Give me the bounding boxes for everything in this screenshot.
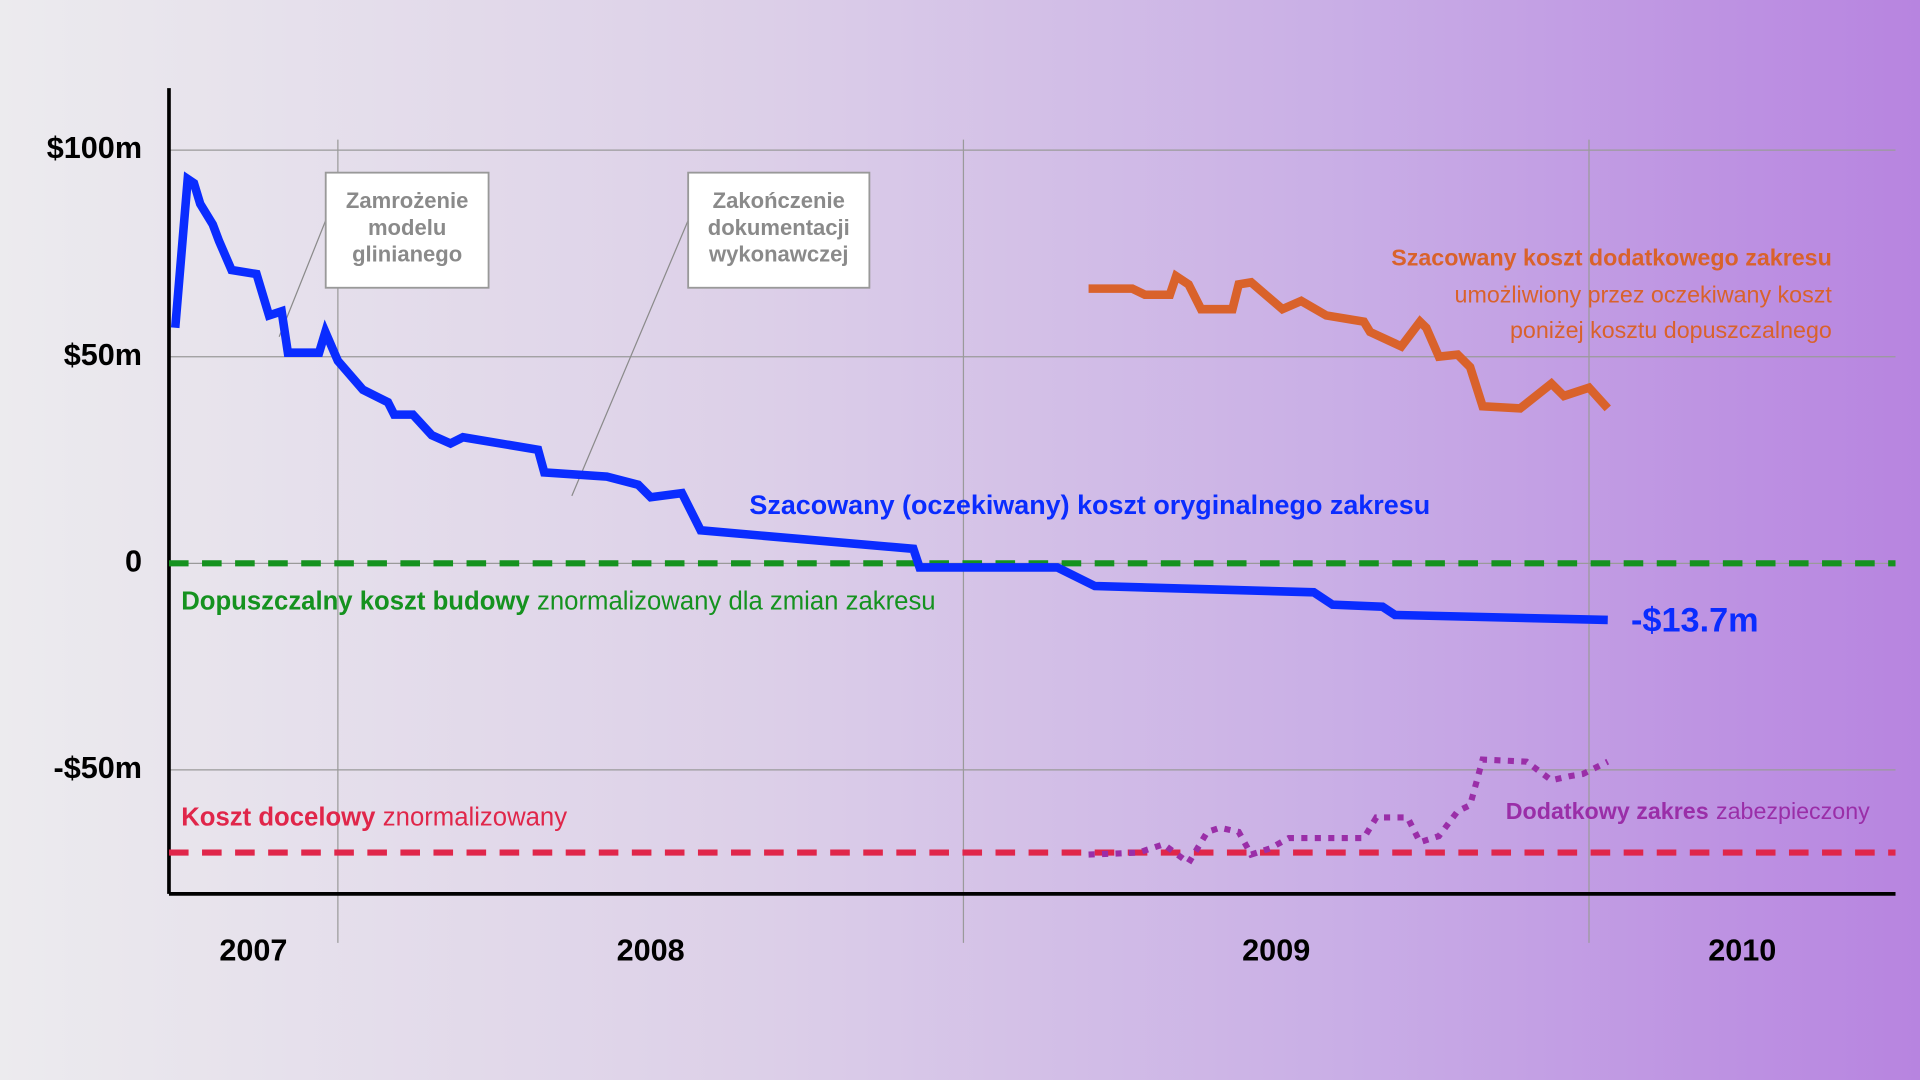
- annotation-text: Zamrożenie: [346, 188, 468, 213]
- annotation-text: dokumentacji: [708, 215, 850, 240]
- y-tick-label: $100m: [47, 131, 142, 165]
- annotation-text: modelu: [368, 215, 446, 240]
- reference-label: Koszt docelowy znormalizowany: [181, 803, 567, 831]
- reference-label: Dopuszczalny koszt budowy znormalizowany …: [181, 587, 935, 615]
- annotation-leader: [571, 220, 689, 497]
- series-note: zabezpieczony: [1716, 798, 1870, 824]
- y-tick-label: 0: [125, 544, 142, 578]
- series-note: poniżej kosztu dopuszczalnego: [1510, 317, 1832, 343]
- year-label: 2009: [1242, 934, 1310, 968]
- year-label: 2008: [617, 934, 685, 968]
- annotation-text: glinianego: [352, 242, 462, 267]
- year-label: 2007: [219, 934, 287, 968]
- series-line: [170, 171, 1608, 625]
- annotation-leader: [278, 220, 327, 337]
- reference-note: znormalizowany dla zmian zakresu: [537, 587, 936, 615]
- series-label: Dodatkowy zakres zabezpieczony: [1506, 798, 1870, 824]
- reference-name: Koszt docelowy: [181, 803, 376, 831]
- series-line: [1088, 269, 1611, 413]
- series-note: umożliwiony przez oczekiwany koszt: [1455, 281, 1833, 307]
- annotation-text: wykonawczej: [708, 242, 849, 267]
- y-tick-label: -$50m: [54, 751, 142, 785]
- series-name: Dodatkowy zakres: [1506, 798, 1709, 824]
- reference-note: znormalizowany: [383, 803, 567, 831]
- series-line: [1088, 756, 1610, 868]
- annotation-box: [687, 171, 871, 289]
- end-value-label: -$13.7m: [1631, 601, 1759, 639]
- series-label: Szacowany (oczekiwany) koszt oryginalneg…: [749, 490, 1430, 520]
- series-label: Szacowany koszt dodatkowego zakresu: [1391, 245, 1832, 271]
- y-tick-label: $50m: [64, 338, 142, 372]
- annotation-text: Zakończenie: [713, 188, 845, 213]
- year-label: 2010: [1708, 934, 1776, 968]
- reference-name: Dopuszczalny koszt budowy: [181, 587, 530, 615]
- annotation-box: [324, 171, 490, 289]
